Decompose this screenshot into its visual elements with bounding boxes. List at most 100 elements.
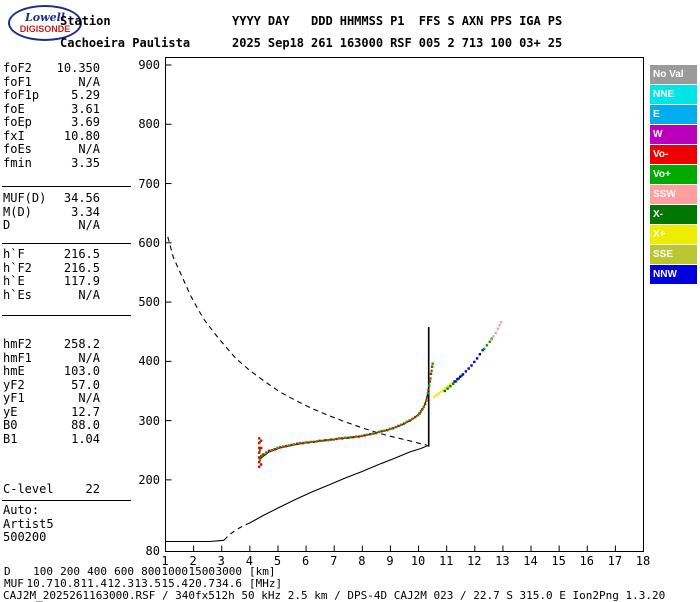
- parameter-value: 3.69: [71, 115, 100, 129]
- o-trace-doppler-positive-dot: [405, 420, 408, 423]
- y-tick-label: 600: [138, 235, 160, 250]
- parameter-name: D: [3, 218, 11, 232]
- parameter-name: foF1p: [3, 88, 40, 102]
- x-trace-nnw-dot: [453, 380, 456, 383]
- x-trace-xminus-dot: [449, 385, 452, 388]
- x-trace-ssw-tip-dot: [494, 331, 497, 335]
- parameter-value: 1.04: [71, 431, 100, 446]
- column-value: RSF: [390, 36, 412, 50]
- x-trace-ssw-tip-dot: [498, 324, 501, 327]
- separator-line: [2, 186, 131, 187]
- header-column-ps: PS 25: [548, 10, 562, 54]
- o-trace-doppler-negative-dot: [421, 408, 424, 411]
- o-trace-doppler-negative-dot: [340, 437, 344, 440]
- column-label: DAY: [267, 14, 290, 28]
- o-trace-doppler-positive-dot: [287, 444, 290, 447]
- row-label: D: [4, 565, 11, 578]
- parameter-value: 103.0: [63, 364, 100, 378]
- row-value: 1500: [188, 565, 216, 578]
- x-tick-label: 16: [579, 554, 594, 568]
- o-trace-doppler-negative-dot: [273, 447, 276, 451]
- parameter-name: foF2: [3, 61, 32, 75]
- x-trace-green-tip-dot: [485, 344, 489, 347]
- parameter-name: hmF2: [3, 337, 32, 351]
- doppler-legend: No Val NNE E W Vo- Vo+ SSW X- X+ SSE NNW: [650, 65, 697, 285]
- parameter-name: fmin: [3, 155, 32, 170]
- o-trace-doppler-positive-dot: [343, 436, 347, 439]
- o-trace-doppler-negative-dot: [318, 439, 321, 442]
- parameter-row: D N/A: [3, 218, 100, 233]
- status-line: CAJ2M_2025261163000.RSF / 340fx512h 50 k…: [3, 589, 666, 602]
- x-trace-green-tip-dot: [482, 347, 486, 351]
- parameter-row: C-level 22: [3, 482, 100, 497]
- parameter-value: N/A: [78, 287, 100, 302]
- parameter-row: Artist5: [3, 517, 100, 532]
- o-trace-doppler-positive-dot: [349, 436, 352, 439]
- x-trace-nnw-dot: [459, 375, 462, 378]
- o-trace-doppler-positive-dot: [422, 405, 425, 409]
- legend-label: Vo+: [653, 169, 671, 180]
- o-trace-doppler-negative-dot: [262, 453, 265, 456]
- legend-item-nne: NNE: [650, 85, 697, 104]
- muf-transmission-curve: [167, 236, 427, 446]
- parameter-value: 34.56: [63, 191, 100, 205]
- legend-label: W: [653, 129, 663, 140]
- parameter-value: 3.61: [71, 101, 100, 116]
- o-trace-doppler-negative-dot: [296, 442, 299, 445]
- parameter-row: yF2 57.0: [3, 378, 100, 393]
- parameter-row: hmF2 258.2: [3, 337, 100, 352]
- x-trace-xplus-dot: [435, 393, 438, 397]
- row-value: 200: [60, 565, 80, 578]
- parameter-group: Auto: Artist5 500200: [3, 503, 100, 545]
- parameter-name: h`F: [3, 247, 25, 261]
- parameter-value: N/A: [78, 142, 100, 156]
- header-column-ddd: DDD 261: [311, 10, 333, 54]
- separator-line: [2, 500, 131, 501]
- profile-f-region: [249, 444, 429, 524]
- o-trace-doppler-negative-dot: [397, 424, 400, 428]
- parameter-group: MUF(D) 34.56 M(D) 3.34 D N/A: [3, 191, 100, 233]
- column-label: S: [447, 14, 455, 28]
- o-trace-doppler-positive-dot: [366, 433, 369, 436]
- legend-label: SSW: [653, 189, 676, 200]
- parameter-name: Auto:: [3, 503, 40, 517]
- o-trace-doppler-negative-dot: [307, 441, 310, 444]
- x-trace-green-tip-dot: [488, 340, 491, 343]
- row-value: 10.8: [53, 577, 81, 590]
- station-name: Cachoeira Paulista: [60, 36, 191, 50]
- row-value: 3000: [215, 565, 243, 578]
- x-trace-xplus-dot: [442, 388, 445, 391]
- o-trace-doppler-negative-dot: [357, 435, 361, 438]
- x-trace-xminus-dot: [457, 377, 460, 380]
- y-tick-label: 200: [138, 472, 160, 487]
- parameter-value: 10.80: [63, 128, 100, 143]
- parameter-row: foF1 N/A: [3, 75, 100, 90]
- parameter-name: B0: [3, 418, 18, 432]
- x-trace-nnw-dot: [481, 348, 484, 352]
- o-trace-doppler-positive-dot: [332, 438, 335, 441]
- parameter-value: N/A: [78, 218, 100, 232]
- parameter-value: 10.350: [56, 61, 100, 75]
- parameter-row: Auto:: [3, 503, 100, 518]
- o-trace-doppler-positive-dot: [400, 423, 403, 426]
- column-value: 261: [311, 36, 333, 50]
- parameter-row: fmin 3.35: [3, 155, 100, 171]
- row-value: 11.4: [80, 577, 108, 590]
- parameter-name: 500200: [3, 530, 47, 544]
- row-value: 20.7: [188, 577, 216, 590]
- parameter-row: foEp 3.69: [3, 115, 100, 130]
- x-trace-nnw-dot: [470, 364, 473, 367]
- x-trace-xplus-dot: [448, 383, 452, 386]
- legend-label: No Val: [653, 69, 684, 80]
- header-column-p1: P1 RSF: [390, 10, 412, 54]
- legend-label: X+: [653, 229, 666, 240]
- o-trace-doppler-negative-dot: [260, 463, 263, 466]
- o-trace-doppler-positive-dot: [430, 369, 433, 372]
- column-value: 005: [418, 36, 441, 50]
- parameter-group: foF2 10.350 foF1 N/A foF1p 5.29 foE 3.61 foEp 3.6…: [3, 61, 100, 171]
- station-block: Station Cachoeira Paulista: [60, 10, 190, 54]
- o-trace-doppler-negative-dot: [260, 446, 263, 450]
- o-trace-doppler-negative-dot: [301, 441, 304, 445]
- row-value: 400: [87, 565, 107, 578]
- x-trace-ssw-tip-dot: [490, 338, 493, 342]
